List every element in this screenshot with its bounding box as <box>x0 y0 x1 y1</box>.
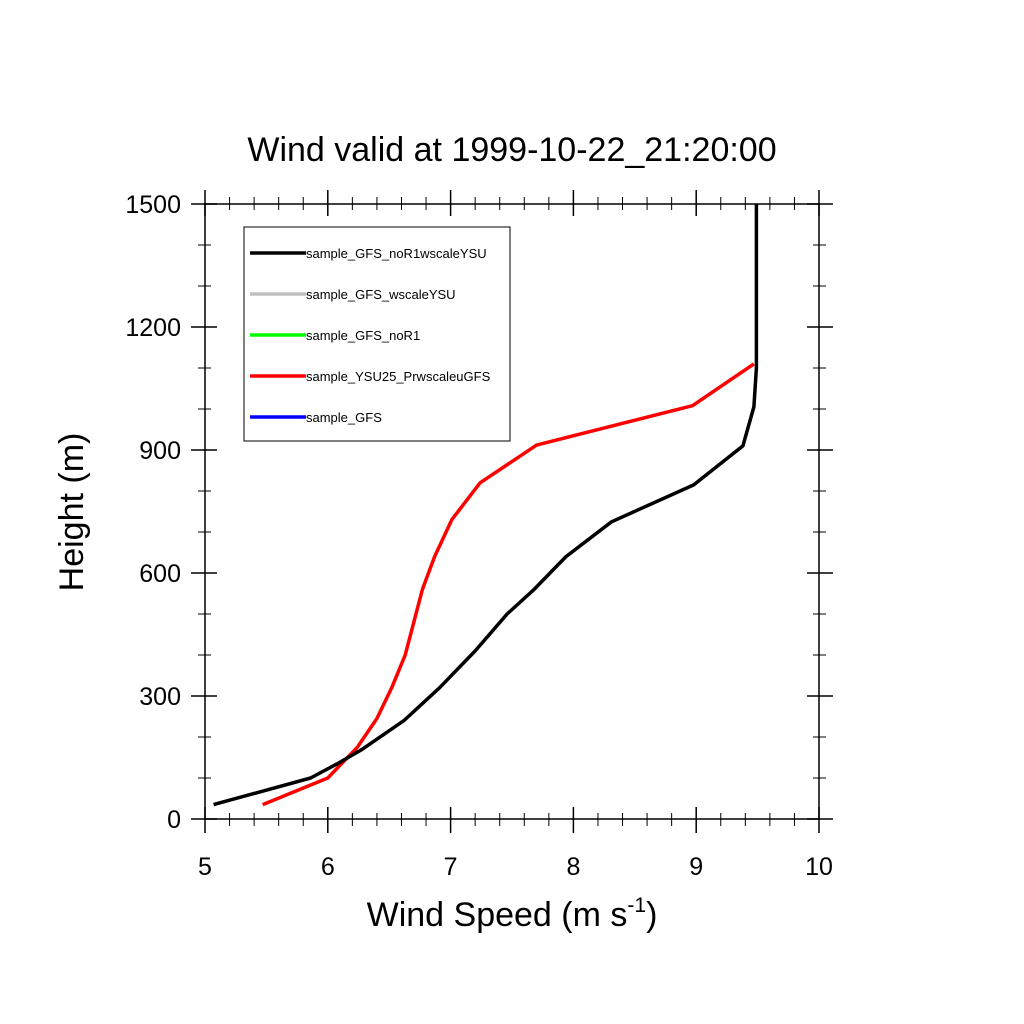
legend-label: sample_GFS_noR1wscaleYSU <box>306 246 487 261</box>
x-axis-label-close: ) <box>646 896 657 934</box>
y-tick-label: 600 <box>139 560 181 588</box>
y-tick-label: 1200 <box>125 314 181 342</box>
y-tick-label: 900 <box>139 437 181 465</box>
x-axis-label-superscript: -1 <box>627 894 646 917</box>
x-tick-label: 5 <box>198 853 212 881</box>
y-tick-label: 0 <box>167 806 181 834</box>
series-group <box>213 204 759 807</box>
legend-label: sample_YSU25_PrwscaleuGFS <box>306 369 491 384</box>
legend: sample_GFS_noR1wscaleYSU sample_GFS_wscal… <box>243 226 511 442</box>
legend-label: sample_GFS <box>306 410 382 425</box>
x-axis-label: Wind Speed (m s-1) <box>367 894 658 934</box>
x-tick-label: 10 <box>805 853 833 881</box>
series-line-sample_YSU25_PrwscaleuGFS <box>262 362 755 807</box>
chart-title: Wind valid at 1999-10-22_21:20:00 <box>247 131 776 169</box>
y-axis-label: Height (m) <box>53 433 91 592</box>
series-line-sample_GFS_noR1wscaleYSU <box>213 204 759 807</box>
y-tick-label: 300 <box>139 683 181 711</box>
x-axis-label-main: Wind Speed (m s <box>367 896 628 934</box>
legend-label: sample_GFS_noR1 <box>306 328 420 343</box>
x-tick-label: 9 <box>689 853 703 881</box>
y-tick-label: 1500 <box>125 191 181 219</box>
legend-label: sample_GFS_wscaleYSU <box>306 287 456 302</box>
x-tick-label: 8 <box>566 853 580 881</box>
x-tick-label: 7 <box>444 853 458 881</box>
x-tick-label: 6 <box>321 853 335 881</box>
plot-frame <box>204 203 820 820</box>
